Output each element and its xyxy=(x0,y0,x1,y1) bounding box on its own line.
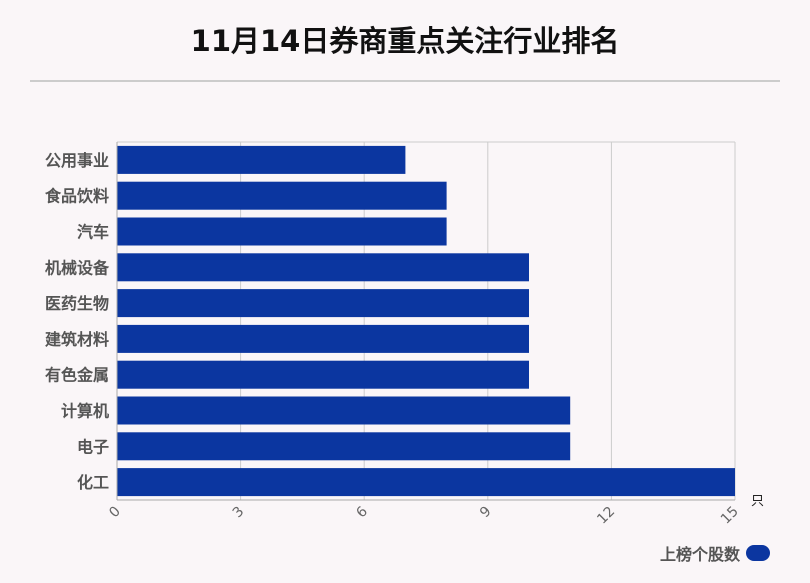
bar xyxy=(117,181,447,210)
legend: 上榜个股数 xyxy=(660,541,770,565)
category-label: 计算机 xyxy=(61,402,109,421)
x-tick-label: 3 xyxy=(230,504,248,522)
bar xyxy=(117,253,529,282)
category-label: 食品饮料 xyxy=(44,187,109,206)
bar xyxy=(117,217,447,246)
x-axis-unit: 只 xyxy=(751,494,764,509)
legend-label: 上榜个股数 xyxy=(659,545,740,564)
category-label: 汽车 xyxy=(77,223,109,242)
bar-layer xyxy=(117,145,735,497)
x-tick-label: 12 xyxy=(594,504,618,528)
category-label: 公用事业 xyxy=(45,151,109,170)
x-tick-label: 6 xyxy=(353,503,371,521)
category-label: 建筑材料 xyxy=(45,330,109,349)
title-divider xyxy=(30,80,780,82)
axis-layer xyxy=(116,142,735,501)
category-label: 医药生物 xyxy=(45,294,109,313)
legend-swatch xyxy=(746,545,770,561)
bar xyxy=(117,360,529,389)
x-tick-label: 0 xyxy=(106,504,124,522)
bar xyxy=(117,396,571,425)
x-tick-label: 15 xyxy=(718,504,742,528)
x-tick-label: 9 xyxy=(477,504,495,522)
bar xyxy=(117,324,529,353)
bar xyxy=(117,432,571,461)
category-label: 化工 xyxy=(77,473,109,492)
bar xyxy=(117,289,529,318)
bar xyxy=(117,468,735,497)
category-label: 机械设备 xyxy=(45,258,110,277)
category-label: 电子 xyxy=(77,437,109,456)
category-label: 有色金属 xyxy=(45,366,109,385)
chart-title: 11月14日券商重点关注行业排名 xyxy=(190,24,620,58)
bar xyxy=(117,145,406,174)
